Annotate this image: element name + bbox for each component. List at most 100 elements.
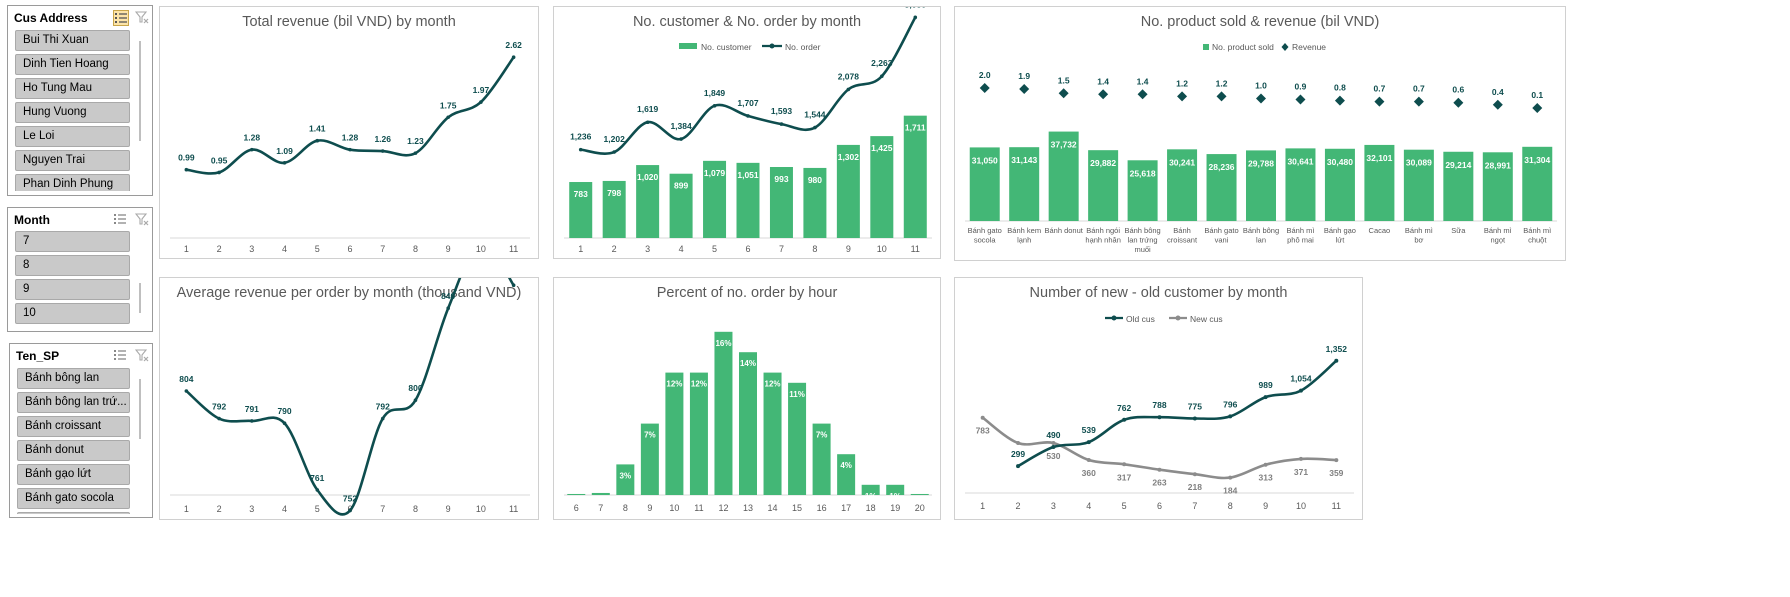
data-label: 1,849 (704, 88, 726, 98)
data-label: 0.1 (1531, 90, 1543, 100)
clear-filter-icon[interactable] (135, 10, 151, 26)
x-tick-label: Bánh bông (1124, 226, 1160, 235)
data-label: 184 (1223, 486, 1237, 496)
data-label: 490 (1046, 430, 1060, 440)
data-point (413, 398, 418, 402)
bar-label: 1,079 (704, 168, 726, 178)
slicer-item[interactable]: Bánh donut (17, 440, 130, 461)
bar (1403, 149, 1434, 221)
new-old-customer-chart: 1 2 3 4 5 6 7 8 9 10 11 783 530 360 317 263 218 184 313 371… (965, 314, 1354, 511)
x-tick-label: 4 (1086, 501, 1091, 511)
multi-select-icon[interactable] (113, 212, 129, 228)
data-point (348, 508, 352, 513)
x-tick-label: Bánh kem (1007, 226, 1041, 235)
legend-marker (769, 43, 775, 49)
data-label: 3,086 (905, 7, 927, 9)
data-label: 359 (1329, 468, 1343, 478)
slicer-item[interactable]: Bánh bông lan (17, 368, 130, 389)
multi-select-icon[interactable] (113, 348, 129, 364)
slicer-item[interactable]: Dinh Tien Hoang (15, 54, 130, 75)
bar (714, 331, 733, 495)
bar (1127, 160, 1158, 221)
x-tick-label: 6 (347, 244, 352, 254)
slicer-item[interactable]: Bánh gato vani (17, 512, 130, 514)
scrollbar[interactable] (139, 379, 141, 439)
x-tick-label: 6 (745, 244, 750, 254)
bar (769, 167, 793, 238)
x-tick-label: 2 (612, 244, 617, 254)
bar-label: 1,711 (905, 123, 926, 133)
bar-label: 29,882 (1090, 158, 1116, 168)
data-point (1051, 441, 1056, 445)
bar-label: 31,050 (972, 155, 998, 165)
data-point (1086, 458, 1091, 462)
x-tick-label: 8 (1228, 501, 1233, 511)
data-label: 790 (277, 406, 291, 416)
scrollbar[interactable] (139, 283, 141, 313)
bar (1364, 144, 1395, 221)
data-point (880, 74, 884, 78)
slicer-item[interactable]: Le Loi (15, 126, 130, 147)
x-tick-label: chuột (1528, 236, 1547, 245)
x-tick-label: 10 (476, 504, 486, 514)
x-tick-label: lan (1256, 236, 1266, 245)
bar (812, 423, 831, 495)
multi-select-icon[interactable] (113, 10, 129, 26)
slicer-item[interactable]: Bui Thi Xuan (15, 30, 130, 51)
bar (1167, 149, 1198, 221)
x-tick-label: socola (974, 236, 997, 245)
x-tick-label: 4 (282, 244, 287, 254)
data-label: 0.6 (1452, 85, 1464, 95)
bar-label: 29,788 (1248, 158, 1274, 168)
revenue-marker (1413, 96, 1424, 107)
bar (602, 180, 626, 238)
data-point (846, 87, 851, 92)
data-label: 530 (1046, 451, 1060, 461)
x-tick-label: 1 (184, 244, 189, 254)
slicer-item[interactable]: Bánh bông lan trứ... (17, 392, 130, 413)
data-point (1016, 464, 1021, 469)
bar (903, 115, 927, 238)
data-point (511, 55, 516, 60)
data-point (217, 416, 221, 421)
legend-swatch (679, 43, 697, 49)
x-tick-label: Bánh mì (1286, 226, 1314, 235)
clear-filter-icon[interactable] (135, 348, 151, 364)
bar-label: 14% (740, 359, 756, 368)
slicer-item[interactable]: Nguyen Trai (15, 150, 130, 171)
slicer-item[interactable]: Hung Vuong (15, 102, 130, 123)
x-tick-label: 11 (509, 504, 518, 514)
slicer-title: Ten_SP (16, 349, 60, 363)
data-point (479, 100, 483, 104)
slicer-item[interactable]: Phan Dinh Phung (15, 174, 130, 191)
slicer-item[interactable]: Bánh gato socola (17, 488, 130, 509)
scrollbar[interactable] (139, 41, 141, 141)
data-label: 989 (1258, 380, 1272, 390)
x-tick-label: 11 (694, 503, 703, 513)
slicer-item[interactable]: 7 (15, 231, 130, 252)
slicer-list: Bui Thi Xuan Dinh Tien Hoang Ho Tung Mau Hu… (15, 30, 130, 191)
data-label: 1,384 (670, 121, 692, 131)
bar-label: 28,991 (1485, 160, 1511, 170)
slicer-item[interactable]: Bánh croissant (17, 416, 130, 437)
legend-swatch (1281, 43, 1289, 51)
bar (886, 484, 905, 495)
data-label: 1.28 (342, 133, 359, 143)
slicer-item[interactable]: Bánh gạo lứt (17, 464, 130, 485)
chart-title: Number of new - old customer by month (1029, 285, 1288, 301)
legend-marker (1175, 315, 1181, 321)
data-label: 762 (1117, 403, 1131, 413)
slicer-item[interactable]: 8 (15, 255, 130, 276)
data-label: 2.62 (505, 40, 522, 50)
data-label: 539 (1082, 425, 1096, 435)
data-point (1334, 458, 1339, 463)
slicer-item[interactable]: 10 (15, 303, 130, 324)
slicer-item[interactable]: Ho Tung Mau (15, 78, 130, 99)
clear-filter-icon[interactable] (135, 212, 151, 228)
data-label: 2,263 (871, 58, 893, 68)
chart-title: Percent of no. order by hour (656, 285, 838, 301)
slicer-item[interactable]: 9 (15, 279, 130, 300)
x-tick-label: 8 (812, 244, 817, 254)
legend-marker (1111, 315, 1117, 321)
data-point (913, 15, 918, 20)
